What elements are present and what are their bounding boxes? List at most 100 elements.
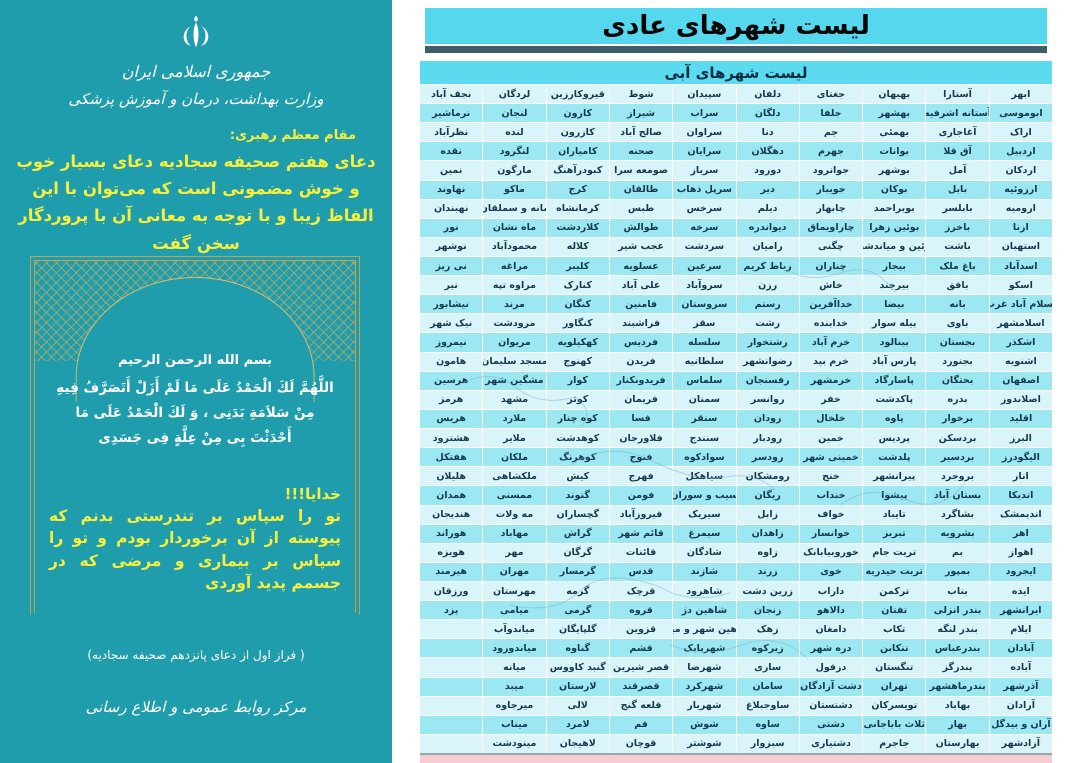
city-cell: طوالش — [609, 218, 673, 237]
city-cell: سردشت — [673, 237, 736, 257]
city-cell: آغاجاری — [926, 123, 989, 142]
city-cell: بویراحمد — [863, 199, 926, 218]
city-cell: کهنوج — [546, 352, 609, 371]
city-cell: صومعه سرا — [609, 161, 673, 180]
city-cell: بردسکن — [926, 429, 989, 448]
city-cell: رودان — [736, 409, 799, 429]
city-cell: ایذه — [989, 581, 1052, 601]
city-cell: دشتیاری — [799, 734, 863, 753]
public-relations-footer: مرکز روابط عمومی و اطلاع رسانی — [85, 698, 307, 716]
city-cell: بینالود — [863, 333, 926, 352]
persian-prayer: تو را سپاس بر تندرستی بدنم که پیوسته از … — [49, 507, 341, 593]
leader-label: مقام معظم رهبری: — [229, 128, 356, 143]
city-cell: گتوند — [546, 486, 609, 505]
city-cell: فریمان — [609, 390, 673, 409]
city-cell: دامغان — [799, 620, 863, 639]
city-cell: جلفا — [799, 104, 863, 123]
city-cell: نقده — [420, 142, 483, 161]
city-cell: میرجاوه — [483, 696, 546, 715]
city-cell: بشرویه — [926, 524, 989, 543]
city-cell: زیرکوه — [736, 639, 799, 658]
city-cell: هلیلان — [420, 467, 483, 486]
city-cell: ایرانشهر — [989, 601, 1052, 620]
city-cell: سامان — [736, 677, 799, 696]
city-cell: نیمروز — [420, 333, 483, 352]
city-cell: مهر — [483, 543, 546, 562]
city-cell: لالی — [546, 696, 609, 715]
city-cell: فریدن — [609, 352, 673, 371]
city-cell: تکاب — [863, 620, 926, 639]
city-cell: اسکو — [989, 276, 1052, 295]
city-cell: بیله سوار — [863, 314, 926, 333]
city-cell: لارستان — [546, 677, 609, 696]
city-cell: پاوه — [863, 409, 926, 429]
city-cell: آق قلا — [926, 142, 989, 161]
city-cell: سرعین — [673, 257, 736, 276]
city-cell: لامرد — [546, 715, 609, 734]
city-cell: کبودرآهنگ — [546, 161, 609, 180]
city-cell: استهبان — [989, 237, 1052, 257]
city-cell: سلسله — [673, 333, 736, 352]
city-cell: پیشوا — [863, 486, 926, 505]
city-cell: پیرانشهر — [863, 467, 926, 486]
city-cell: زهک — [736, 620, 799, 639]
city-cell: تهران — [863, 677, 926, 696]
city-cell: پاکدشت — [863, 390, 926, 409]
city-cell: بوشهر — [863, 161, 926, 180]
city-cell: بجستان — [926, 333, 989, 352]
city-cell: میاندوآب — [483, 620, 546, 639]
city-cell: بردسیر — [926, 448, 989, 467]
city-cell: گراش — [546, 524, 609, 543]
city-cell: سراوان — [673, 123, 736, 142]
city-cell: شوط — [609, 85, 673, 104]
city-cell: نور — [420, 218, 483, 237]
city-cell: کلیبر — [546, 257, 609, 276]
city-cell: جغتای — [799, 85, 863, 104]
city-cell: پاسارگاد — [863, 371, 926, 390]
city-cell: گرمی — [546, 601, 609, 620]
city-cell: نمین — [420, 161, 483, 180]
city-cell: بوانات — [863, 142, 926, 161]
city-cell: آستانه اشرفیه — [926, 104, 989, 123]
city-cell: ماکو — [483, 180, 546, 199]
city-cell: بندر انزلی — [926, 601, 989, 620]
city-cell: کلاله — [546, 237, 609, 257]
city-cell: آمل — [926, 161, 989, 180]
city-cell: بیجار — [863, 257, 926, 276]
city-cell: زنجان — [736, 601, 799, 620]
city-cell: بانه — [926, 295, 989, 314]
city-cell: خواف — [799, 505, 863, 524]
city-cell: اردبیل — [989, 142, 1052, 161]
city-cell: طالقان — [609, 180, 673, 199]
city-cell: قم — [609, 715, 673, 734]
city-cell: نی ریز — [420, 257, 483, 276]
city-cell: سپیدان — [673, 85, 736, 104]
city-cell: روانسر — [736, 390, 799, 409]
city-cell: سقز — [673, 314, 736, 333]
city-cell: آباده — [989, 658, 1052, 677]
city-cell: خاش — [799, 276, 863, 295]
city-cell: جهرم — [799, 142, 863, 161]
city-cell: فیروزآباد — [609, 505, 673, 524]
city-cell: قصر شیرین — [609, 658, 673, 677]
city-cell: کارون — [546, 104, 609, 123]
city-cell: قائنات — [609, 543, 673, 562]
city-cell: صحنه — [609, 142, 673, 161]
city-cell: الیگودرز — [989, 448, 1052, 467]
city-cell: مشهد — [483, 390, 546, 409]
city-cell: بهار — [926, 715, 989, 734]
city-cell: دیلم — [736, 199, 799, 218]
city-cell: ثلاث باباجانی — [863, 715, 926, 734]
city-cell: سیب و سوران — [673, 486, 736, 505]
city-cell: قصرقند — [609, 677, 673, 696]
city-cell: سیاهکل — [673, 467, 736, 486]
gov-name: جمهوری اسلامی ایران — [121, 62, 271, 81]
city-cell: مریوان — [483, 333, 546, 352]
city-cell: بیضا — [863, 295, 926, 314]
city-cell: رشت — [736, 314, 799, 333]
city-cell: مهاباد — [483, 524, 546, 543]
city-cell: شوشتر — [673, 734, 736, 753]
city-cell: سنندج — [673, 429, 736, 448]
city-cell: جاجرم — [863, 734, 926, 753]
city-cell: ازنا — [989, 218, 1052, 237]
